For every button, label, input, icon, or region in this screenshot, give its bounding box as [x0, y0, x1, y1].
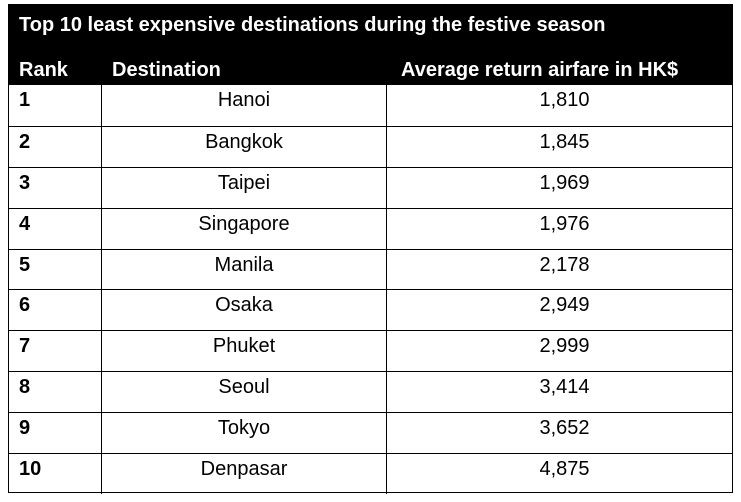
table-row: 8 Seoul 3,414: [9, 371, 732, 413]
header-airfare: Average return airfare in HK$: [401, 59, 679, 81]
rank-cell: 7: [9, 331, 102, 372]
destination-cell: Osaka: [102, 290, 387, 331]
table-row: 3 Taipei 1,969: [9, 166, 732, 208]
destination-cell: Tokyo: [102, 413, 387, 454]
rank-cell: 3: [9, 167, 102, 208]
table-body: 1 Hanoi 1,810 2 Bangkok 1,845 3 Taipei 1…: [9, 85, 732, 494]
airfare-cell: 1,969: [539, 171, 590, 194]
destination-cell: Phuket: [102, 331, 387, 372]
airfare-cell: 4,875: [539, 458, 590, 481]
table-row: 7 Phuket 2,999: [9, 330, 732, 372]
airfare-cell: 3,414: [539, 376, 590, 399]
destination-cell: Seoul: [102, 372, 387, 413]
table-row: 5 Manila 2,178: [9, 248, 732, 290]
destination-cell: Hanoi: [102, 85, 387, 126]
airfare-cell: 1,810: [539, 89, 590, 111]
airfare-cell: 1,976: [539, 212, 590, 235]
airfare-cell: 3,652: [539, 417, 590, 440]
header-rank: Rank: [19, 59, 68, 81]
destination-cell: Taipei: [102, 167, 387, 208]
destination-cell: Manila: [102, 249, 387, 290]
rank-cell: 2: [9, 126, 102, 167]
airfare-cell: 1,845: [539, 130, 590, 153]
table-row: 6 Osaka 2,949: [9, 289, 732, 331]
rank-cell: 6: [9, 290, 102, 331]
rank-cell: 5: [9, 249, 102, 290]
airfare-cell: 2,949: [539, 294, 590, 317]
table-row: 9 Tokyo 3,652: [9, 412, 732, 454]
rank-cell: 8: [9, 372, 102, 413]
table-row: 2 Bangkok 1,845: [9, 125, 732, 167]
destination-cell: Singapore: [102, 208, 387, 249]
table-row: 1 Hanoi 1,810: [9, 85, 732, 126]
rank-cell: 10: [9, 454, 102, 494]
table-row: 4 Singapore 1,976: [9, 207, 732, 249]
table-title: Top 10 least expensive destinations duri…: [9, 5, 732, 45]
rank-cell: 4: [9, 208, 102, 249]
destination-cell: Denpasar: [102, 454, 387, 494]
rank-cell: 1: [9, 85, 102, 126]
table-row: 10 Denpasar 4,875: [9, 453, 732, 494]
rank-cell: 9: [9, 413, 102, 454]
airfare-cell: 2,999: [539, 335, 590, 358]
destinations-table: Top 10 least expensive destinations duri…: [8, 4, 733, 494]
table-header-row: Rank Destination Average return airfare …: [9, 45, 732, 85]
airfare-cell: 2,178: [539, 253, 590, 276]
header-destination: Destination: [112, 59, 221, 81]
destination-cell: Bangkok: [102, 126, 387, 167]
